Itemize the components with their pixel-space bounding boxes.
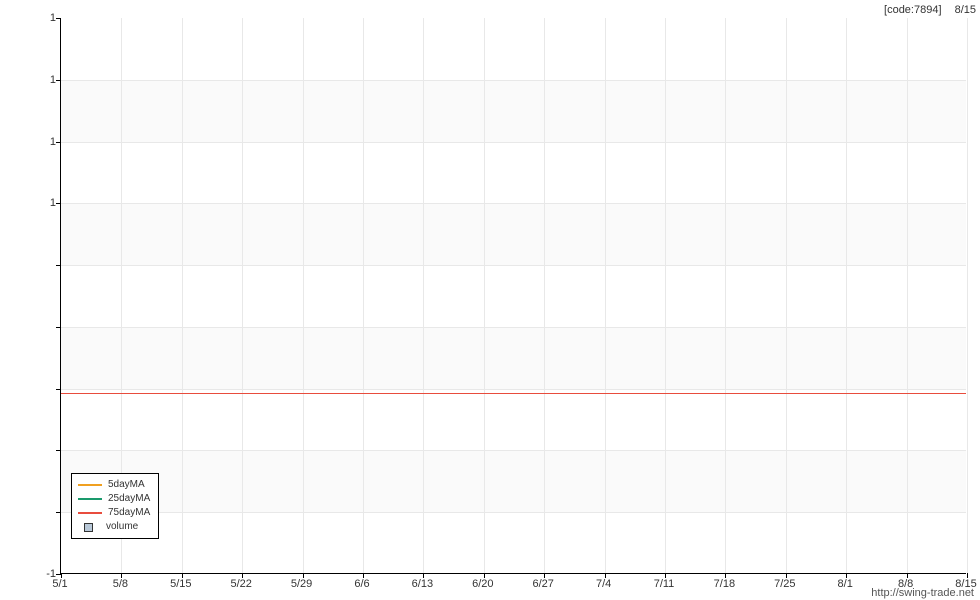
header-date: 8/15	[955, 4, 976, 16]
gridline-v	[605, 18, 606, 573]
legend-swatch-line	[78, 512, 102, 514]
legend-label: 25dayMA	[108, 492, 150, 506]
code-label: [code:7894]	[884, 4, 942, 16]
y-tick	[56, 265, 61, 266]
grid-band	[61, 327, 966, 389]
gridline-h	[61, 203, 966, 204]
x-axis-label: 6/20	[472, 578, 493, 590]
gridline-h	[61, 327, 966, 328]
y-axis-label: 1	[6, 74, 56, 86]
x-axis-label: 5/15	[170, 578, 191, 590]
x-axis-label: 5/29	[291, 578, 312, 590]
chart-container: [code:7894] 8/15 5dayMA25dayMA75dayMAvol…	[0, 0, 980, 600]
gridline-v	[665, 18, 666, 573]
x-axis-label: 6/13	[412, 578, 433, 590]
gridline-v	[303, 18, 304, 573]
gridline-h	[61, 142, 966, 143]
y-tick	[56, 574, 61, 575]
y-tick	[56, 450, 61, 451]
gridline-v	[363, 18, 364, 573]
y-tick	[56, 203, 61, 204]
x-axis-label: 7/11	[654, 578, 675, 590]
x-axis-label: 5/1	[52, 578, 67, 590]
legend-swatch-line	[78, 484, 102, 486]
x-axis-label: 6/6	[354, 578, 369, 590]
y-axis-label: 1	[6, 136, 56, 148]
plot-area: 5dayMA25dayMA75dayMAvolume	[60, 18, 966, 574]
x-axis-label: 7/25	[774, 578, 795, 590]
grid-band	[61, 80, 966, 142]
footer-url: http://swing-trade.net	[871, 587, 974, 599]
gridline-h	[61, 512, 966, 513]
y-tick	[56, 18, 61, 19]
y-axis-label: -1	[6, 568, 56, 580]
x-axis-label: 7/18	[714, 578, 735, 590]
y-tick	[56, 80, 61, 81]
gridline-h	[61, 265, 966, 266]
x-axis-label: 7/4	[596, 578, 611, 590]
legend-label: 5dayMA	[108, 478, 145, 492]
y-axis-label: 1	[6, 197, 56, 209]
legend-swatch-box	[84, 523, 93, 532]
legend-swatch-line	[78, 498, 102, 500]
y-tick	[56, 512, 61, 513]
gridline-v	[484, 18, 485, 573]
gridline-h	[61, 450, 966, 451]
gridline-v	[182, 18, 183, 573]
legend-item: 25dayMA	[78, 492, 150, 506]
gridline-h	[61, 389, 966, 390]
legend-item: volume	[78, 520, 150, 534]
header-meta: [code:7894] 8/15	[874, 4, 976, 16]
gridline-h	[61, 80, 966, 81]
series-75dayma	[61, 393, 966, 395]
gridline-v	[907, 18, 908, 573]
gridline-v	[242, 18, 243, 573]
gridline-v	[725, 18, 726, 573]
legend-label: 75dayMA	[108, 506, 150, 520]
grid-band	[61, 450, 966, 512]
gridline-v	[423, 18, 424, 573]
x-axis-label: 5/22	[230, 578, 251, 590]
legend-label: volume	[106, 520, 138, 534]
x-axis-label: 5/8	[113, 578, 128, 590]
legend: 5dayMA25dayMA75dayMAvolume	[71, 473, 159, 539]
gridline-v	[786, 18, 787, 573]
gridline-v	[544, 18, 545, 573]
y-axis-label: 1	[6, 12, 56, 24]
gridline-v	[846, 18, 847, 573]
x-axis-label: 6/27	[532, 578, 553, 590]
gridline-v	[967, 18, 968, 573]
y-tick	[56, 142, 61, 143]
y-tick	[56, 327, 61, 328]
x-axis-label: 8/1	[838, 578, 853, 590]
legend-item: 75dayMA	[78, 506, 150, 520]
y-tick	[56, 389, 61, 390]
legend-item: 5dayMA	[78, 478, 150, 492]
grid-band	[61, 203, 966, 265]
